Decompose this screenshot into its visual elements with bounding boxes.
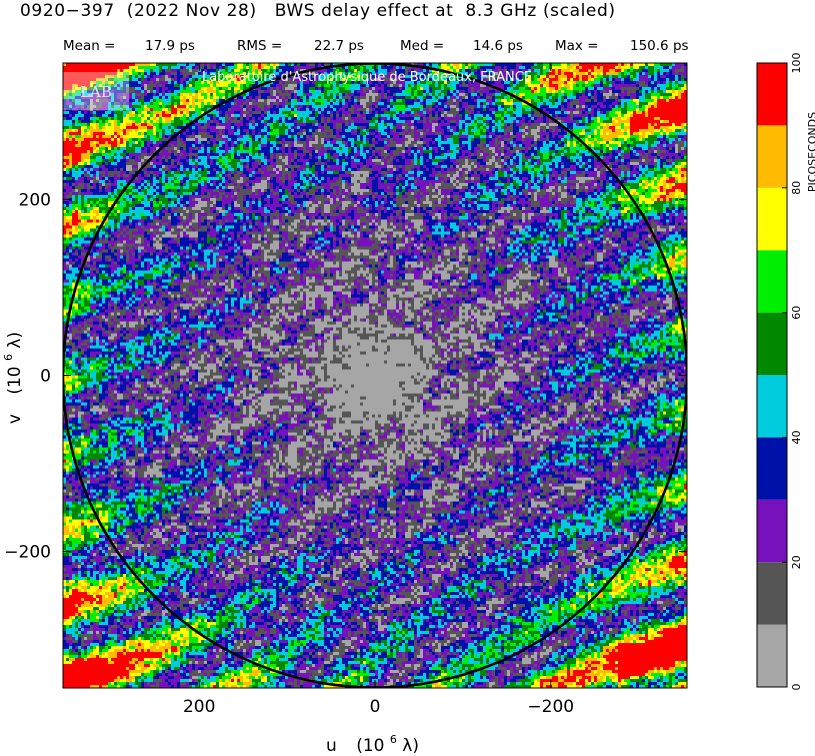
y-axis-label-unit-exp: 6 bbox=[2, 354, 15, 361]
colorbar-bin bbox=[757, 375, 787, 438]
x-axis-label: u (10 6 λ) bbox=[326, 728, 419, 756]
stat-max-value: 150.6 ps bbox=[630, 38, 689, 54]
y-tick-label: −200 bbox=[4, 543, 51, 563]
heatmap-area bbox=[63, 63, 687, 688]
x-axis-label-unit-exp: 6 bbox=[390, 733, 397, 746]
colorbar-bin bbox=[757, 312, 787, 375]
stat-mean-value: 17.9 ps bbox=[145, 38, 195, 54]
x-axis-label-unit-base: (10 bbox=[356, 736, 384, 756]
chart-title: 0920−397 (2022 Nov 28) BWS delay effect … bbox=[20, 1, 616, 21]
colorbar-bin bbox=[757, 624, 787, 687]
colorbar-tick-label: 20 bbox=[790, 555, 803, 569]
colorbar: 0 20 40 60 80 100 bbox=[756, 53, 803, 691]
x-axis-label-unit-end: λ) bbox=[402, 736, 419, 756]
colorbar-bin bbox=[757, 437, 787, 500]
watermark: LAB Laboratoire d'Astrophysique de Borde… bbox=[63, 70, 532, 110]
colorbar-tick-label: 0 bbox=[790, 684, 803, 691]
y-axis-label-unit-base: (10 bbox=[5, 366, 25, 394]
x-axis-ticks: 200 0 −200 bbox=[183, 63, 574, 717]
heatmap-cells bbox=[63, 63, 687, 688]
colorbar-tick-label: 80 bbox=[790, 181, 803, 195]
watermark-logo-text: LAB bbox=[80, 83, 112, 101]
y-tick-label: 0 bbox=[40, 367, 51, 387]
x-tick-label: 0 bbox=[370, 697, 381, 717]
colorbar-bin bbox=[757, 187, 787, 251]
colorbar-bin bbox=[757, 562, 787, 625]
colorbar-bin bbox=[757, 250, 787, 313]
y-axis-label-name: v bbox=[5, 414, 25, 424]
x-tick-label: −200 bbox=[527, 697, 574, 717]
colorbar-tick-label: 100 bbox=[790, 53, 803, 74]
colorbar-bin bbox=[757, 125, 787, 188]
stat-max-label: Max = bbox=[555, 38, 599, 54]
colorbar-bin bbox=[757, 63, 787, 126]
stats-line: Mean = 17.9 ps RMS = 22.7 ps Med = 14.6 … bbox=[63, 38, 689, 54]
colorbar-bin bbox=[757, 499, 787, 563]
stat-rms-value: 22.7 ps bbox=[314, 38, 364, 54]
colorbar-label: PICOSECONDS bbox=[806, 112, 815, 192]
y-axis-label: v (10 6 λ) bbox=[0, 332, 25, 424]
colorbar-frame bbox=[756, 62, 788, 688]
colorbar-tick-label: 60 bbox=[790, 306, 803, 320]
y-axis-ticks: 200 0 −200 bbox=[4, 190, 687, 563]
stat-median-label: Med = bbox=[400, 38, 444, 54]
x-tick-label: 200 bbox=[183, 697, 215, 717]
stat-median-value: 14.6 ps bbox=[473, 38, 523, 54]
y-axis-label-unit-end: λ) bbox=[5, 332, 25, 349]
watermark-caption: Laboratoire d'Astrophysique de Bordeaux,… bbox=[202, 70, 532, 85]
stat-mean-label: Mean = bbox=[63, 38, 115, 54]
x-axis-label-name: u bbox=[326, 736, 337, 756]
y-tick-label: 200 bbox=[19, 190, 51, 210]
stat-rms-label: RMS = bbox=[237, 38, 282, 54]
colorbar-tick-label: 40 bbox=[790, 430, 803, 444]
watermark-logo bbox=[63, 72, 129, 110]
